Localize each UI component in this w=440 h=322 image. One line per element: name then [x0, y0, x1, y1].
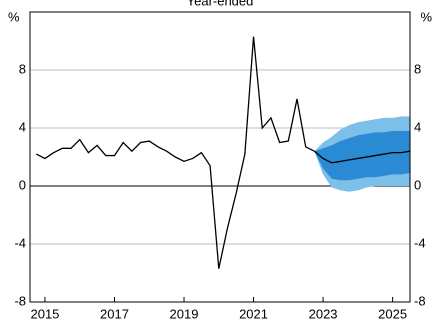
y-tick-label: 4: [19, 119, 26, 134]
y-tick-label-right: 8: [414, 61, 421, 76]
x-tick-label: 2017: [100, 306, 129, 321]
x-tick-label: 2015: [30, 306, 59, 321]
x-tick-label: 2023: [309, 306, 338, 321]
y-unit-left: %: [8, 9, 20, 24]
x-tick-label: 2019: [170, 306, 199, 321]
series-line: [35, 36, 315, 269]
y-tick-label: 8: [19, 61, 26, 76]
y-tick-label-right: 4: [414, 119, 421, 134]
y-tick-label: -4: [14, 235, 26, 250]
y-tick-label-right: -8: [414, 293, 426, 308]
series-line: [313, 150, 411, 164]
y-tick-label: 0: [19, 177, 26, 192]
chart-title: Year-ended: [187, 0, 254, 8]
y-tick-label: -8: [14, 293, 26, 308]
y-tick-label-right: -4: [414, 235, 426, 250]
plot-frame: [29, 11, 411, 303]
forecast-band: [314, 130, 410, 181]
y-unit-right: %: [420, 9, 432, 24]
y-tick-label-right: 0: [414, 177, 421, 192]
x-tick-label: 2025: [378, 306, 407, 321]
x-tick-label: 2021: [239, 306, 268, 321]
